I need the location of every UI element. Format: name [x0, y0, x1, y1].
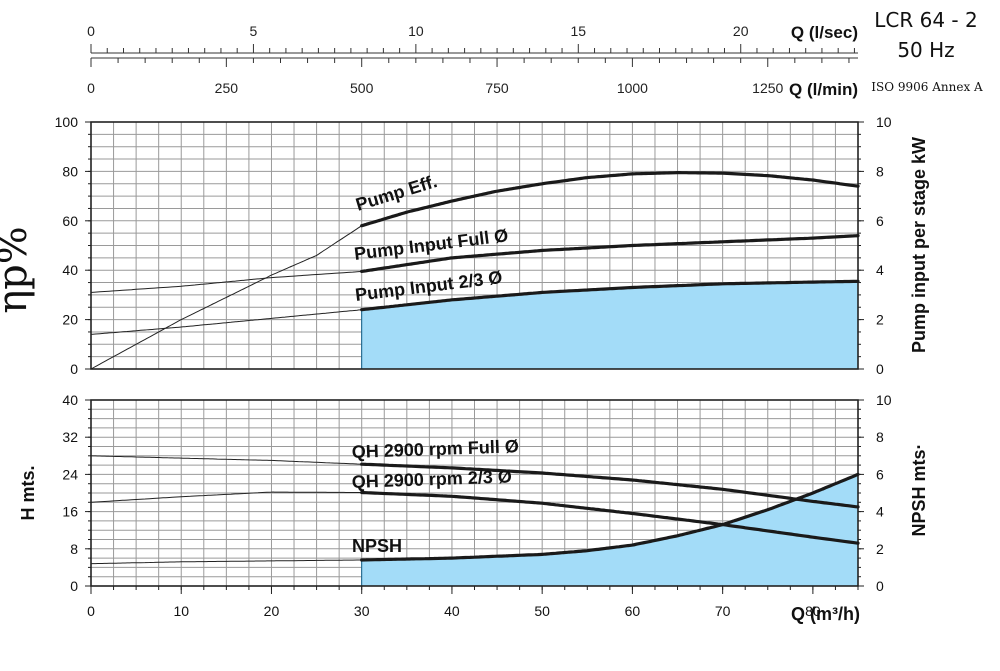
head-panel-ytick-right-label: 6	[876, 466, 884, 482]
flow-tick-label: 0	[87, 80, 95, 96]
head-panel-ytick-left-label: 40	[62, 392, 78, 408]
efficiency-panel-series-0-thin	[90, 225, 362, 370]
flow-tick-label: 750	[485, 80, 509, 96]
head-panel-ytick-left-label: 8	[70, 541, 78, 557]
head-panel-ytick-right-label: 2	[876, 541, 884, 557]
efficiency-panel-ytick-right-label: 2	[876, 312, 884, 328]
series-label-bottom-1: QH 2900 rpm 2/3 Ø	[351, 466, 512, 492]
efficiency-panel-series-2-line	[360, 279, 860, 312]
y-right-label-npsh: NPSH mts·	[909, 443, 929, 536]
efficiency-panel-ytick-left-label: 40	[62, 262, 78, 278]
flow-tick-label: 5	[250, 23, 258, 39]
head-panel-ytick-right-label: 4	[876, 504, 884, 520]
y-left-label-head: H mts.	[18, 465, 38, 520]
head-panel-ytick-right-label: 10	[876, 392, 892, 408]
flow-tick-label: 15	[571, 23, 587, 39]
flow-tick-label: 0	[87, 23, 95, 39]
series-label-bottom-2: NPSH	[352, 536, 402, 556]
standard-label: ISO 9906 Annex A	[871, 80, 983, 94]
flow-tick-label: 250	[215, 80, 239, 96]
y-right-label-power: Pump input per stage kW	[909, 137, 929, 353]
head-panel-ytick-left-label: 24	[62, 466, 78, 482]
x-tick-label: 10	[173, 603, 189, 619]
efficiency-panel-ytick-right-label: 4	[876, 262, 884, 278]
flow-tick-label: 20	[733, 23, 749, 39]
x-tick-label: 80	[805, 603, 821, 619]
efficiency-panel-ytick-left-label: 0	[70, 361, 78, 377]
head-panel-series-0-thin	[90, 455, 362, 465]
efficiency-panel-series-0-line	[360, 170, 860, 228]
head-panel-ytick-right-label: 0	[876, 578, 884, 594]
efficiency-panel-ytick-left-label: 100	[55, 114, 79, 130]
flow-axis-title: Q (l/min)	[789, 80, 858, 99]
head-panel-series-1-line	[360, 490, 860, 545]
flow-axis-title: Q (l/sec)	[791, 23, 858, 42]
flow-tick-label: 10	[408, 23, 424, 39]
efficiency-panel-series-1-thin	[90, 270, 362, 293]
efficiency-panel-ytick-right-label: 10	[876, 114, 892, 130]
head-panel-series-2-thin	[90, 559, 362, 565]
head-panel-ytick-left-label: 32	[62, 429, 78, 445]
x-tick-label: 20	[264, 603, 280, 619]
efficiency-panel-ytick-right-label: 0	[876, 361, 884, 377]
efficiency-panel-ytick-left-label: 80	[62, 163, 78, 179]
model-label: LCR 64 - 2	[874, 8, 978, 32]
head-panel-series-2-line	[360, 472, 860, 562]
flow-tick-label: 500	[350, 80, 374, 96]
x-axis-title: Q (m³/h)	[791, 604, 860, 624]
efficiency-panel-ytick-right-label: 6	[876, 213, 884, 229]
head-panel-ytick-right-label: 8	[876, 429, 884, 445]
x-tick-label: 60	[625, 603, 641, 619]
series-label-bottom-0: QH 2900 rpm Full Ø	[351, 436, 519, 462]
efficiency-panel-series-1-line	[360, 234, 860, 273]
x-tick-label: 30	[354, 603, 370, 619]
y-left-label-efficiency: ηp%	[0, 226, 36, 314]
head-panel-ytick-left-label: 0	[70, 578, 78, 594]
head-panel-ytick-left-label: 16	[62, 504, 78, 520]
x-tick-label: 40	[444, 603, 460, 619]
flow-tick-label: 1250	[752, 80, 783, 96]
efficiency-panel-ytick-left-label: 60	[62, 213, 78, 229]
head-panel-series-1-thin	[90, 491, 362, 503]
head-panel-series-0-line	[360, 462, 860, 509]
flow-tick-label: 1000	[617, 80, 648, 96]
x-tick-label: 0	[87, 603, 95, 619]
x-tick-label: 70	[715, 603, 731, 619]
efficiency-panel-ytick-left-label: 20	[62, 312, 78, 328]
efficiency-panel-ytick-right-label: 8	[876, 163, 884, 179]
x-tick-label: 50	[534, 603, 550, 619]
frequency-label: 50 Hz	[897, 38, 955, 62]
efficiency-panel-series-2-thin	[90, 309, 362, 335]
